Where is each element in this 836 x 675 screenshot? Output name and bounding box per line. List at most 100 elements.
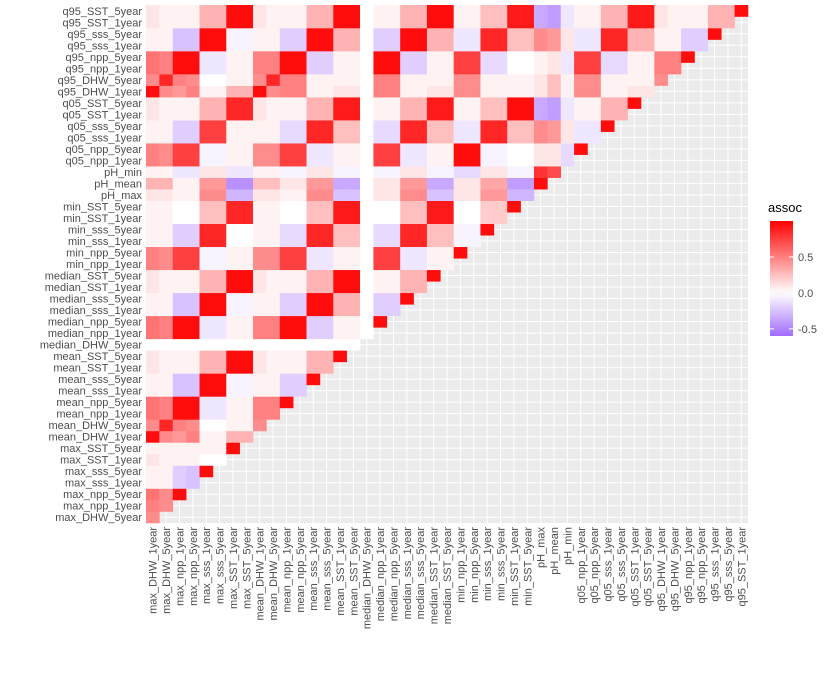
- heatmap-cell: [146, 511, 160, 524]
- heatmap-cell: [239, 235, 254, 248]
- heatmap-cell: [467, 120, 481, 132]
- heatmap-cell: [186, 131, 200, 144]
- heatmap-cell: [614, 51, 628, 63]
- heatmap-cell: [239, 384, 254, 397]
- heatmap-cell: [346, 143, 361, 155]
- heatmap-cell: [560, 16, 575, 29]
- heatmap-cell: [293, 108, 307, 121]
- heatmap-cell: [453, 166, 468, 178]
- heatmap-cell: [453, 28, 468, 40]
- heatmap-cell: [386, 28, 401, 40]
- x-tick-label: q95_npp_1year: [683, 527, 695, 604]
- heatmap-cell: [159, 62, 174, 75]
- heatmap-cell: [493, 154, 508, 167]
- heatmap-cell: [681, 39, 695, 52]
- heatmap-cell: [360, 235, 374, 248]
- heatmap-cell: [507, 131, 521, 144]
- heatmap-cell: [493, 143, 508, 155]
- x-tick-label: q05_SST_1year: [629, 527, 641, 607]
- heatmap-cell: [413, 166, 428, 178]
- heatmap-cell: [159, 384, 174, 397]
- heatmap-cell: [627, 62, 642, 75]
- heatmap-cell: [574, 28, 588, 40]
- y-tick-label: q95_SST_5year: [63, 6, 143, 18]
- heatmap-cell: [306, 74, 321, 86]
- heatmap-cell: [520, 85, 535, 98]
- heatmap-cell: [507, 39, 521, 52]
- heatmap-cell: [239, 51, 254, 63]
- heatmap-cell: [426, 223, 441, 236]
- heatmap-cell: [560, 39, 575, 52]
- heatmap-cell: [681, 5, 695, 17]
- heatmap-cell: [426, 166, 441, 178]
- heatmap-cell: [453, 85, 468, 98]
- heatmap-cell: [333, 246, 347, 259]
- heatmap-cell: [146, 108, 160, 121]
- heatmap-cell: [306, 177, 321, 190]
- heatmap-cell: [333, 269, 347, 282]
- heatmap-cell: [533, 154, 548, 167]
- heatmap-cell: [199, 292, 214, 305]
- y-tick-label: mean_npp_1year: [56, 409, 142, 421]
- heatmap-cell: [453, 51, 468, 63]
- heatmap-cell: [146, 396, 160, 409]
- heatmap-cell: [306, 131, 321, 144]
- heatmap-cell: [333, 327, 347, 340]
- heatmap-cell: [199, 177, 214, 190]
- heatmap-cell: [547, 97, 562, 109]
- heatmap-cell: [306, 5, 321, 17]
- heatmap-cell: [226, 281, 240, 294]
- heatmap-cell: [306, 166, 321, 178]
- heatmap-cell: [146, 350, 160, 363]
- heatmap-cell: [293, 327, 307, 340]
- heatmap-cell: [507, 28, 521, 40]
- heatmap-cell: [159, 143, 174, 155]
- heatmap-cell: [239, 108, 254, 121]
- heatmap-cell: [721, 16, 735, 29]
- heatmap-cell: [279, 189, 294, 201]
- heatmap-cell: [146, 16, 160, 29]
- heatmap-cell: [159, 235, 174, 248]
- heatmap-cell: [199, 373, 214, 386]
- heatmap-cell: [186, 16, 200, 29]
- heatmap-cell: [346, 235, 361, 248]
- x-tick-label: q95_sss_1year: [710, 527, 722, 602]
- heatmap-cell: [360, 51, 374, 63]
- heatmap-cell: [654, 62, 669, 75]
- heatmap-cell: [253, 143, 267, 155]
- heatmap-cell: [212, 85, 227, 98]
- heatmap-cell: [279, 62, 294, 75]
- heatmap-cell: [319, 223, 334, 236]
- heatmap-cell: [453, 5, 468, 17]
- heatmap-cell: [453, 235, 468, 248]
- heatmap-cell: [360, 16, 374, 29]
- heatmap-cell: [400, 143, 414, 155]
- heatmap-cell: [253, 189, 267, 201]
- heatmap-cell: [386, 258, 401, 271]
- heatmap-cell: [306, 304, 321, 317]
- heatmap-cell: [413, 200, 428, 213]
- heatmap-cell: [453, 120, 468, 132]
- heatmap-cell: [346, 315, 361, 328]
- heatmap-cell: [453, 62, 468, 75]
- heatmap-cell: [640, 74, 655, 86]
- heatmap-cell: [547, 16, 562, 29]
- y-tick-label: q95_sss_1year: [67, 40, 142, 52]
- heatmap-cell: [627, 16, 642, 29]
- heatmap-cell: [400, 281, 414, 294]
- heatmap-cell: [159, 74, 174, 86]
- heatmap-cell: [199, 246, 214, 259]
- heatmap-cell: [239, 258, 254, 271]
- heatmap-cell: [199, 120, 214, 132]
- heatmap-cell: [199, 223, 214, 236]
- heatmap-cell: [199, 16, 214, 29]
- heatmap-cell: [266, 120, 281, 132]
- heatmap-cell: [467, 28, 481, 40]
- heatmap-cell: [400, 292, 414, 305]
- heatmap-cell: [212, 235, 227, 248]
- heatmap-cell: [159, 39, 174, 52]
- heatmap-cell: [533, 131, 548, 144]
- heatmap-cell: [239, 154, 254, 167]
- heatmap-cell: [413, 143, 428, 155]
- heatmap-cell: [467, 212, 481, 225]
